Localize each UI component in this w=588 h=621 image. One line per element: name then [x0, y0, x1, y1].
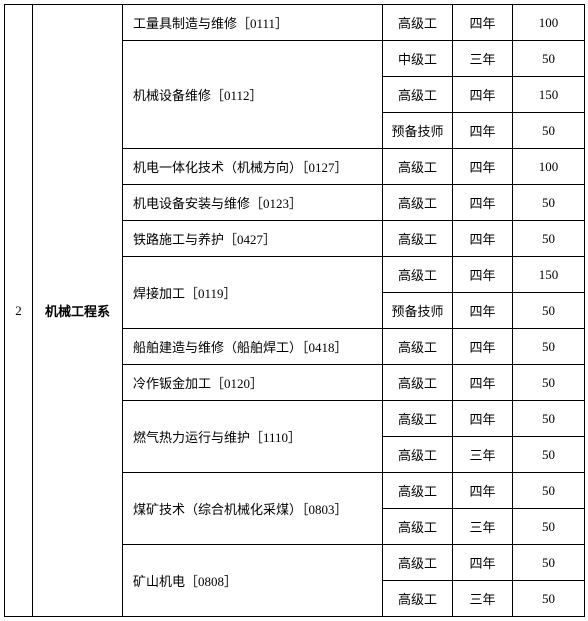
level-cell: 高级工: [383, 185, 453, 221]
duration-cell: 四年: [453, 293, 513, 329]
dept-index: 2: [5, 5, 33, 617]
major-name: 机械设备维修［0112］: [123, 41, 383, 149]
level-cell: 预备技师: [383, 113, 453, 149]
duration-cell: 四年: [453, 329, 513, 365]
table-row: 2机械工程系工量具制造与维修［0111］高级工四年100: [5, 5, 585, 41]
duration-cell: 四年: [453, 473, 513, 509]
level-cell: 高级工: [383, 77, 453, 113]
major-name: 煤矿技术（综合机械化采煤）［0803］: [123, 473, 383, 545]
level-cell: 高级工: [383, 365, 453, 401]
major-name: 机电一体化技术（机械方向）［0127］: [123, 149, 383, 185]
duration-cell: 四年: [453, 77, 513, 113]
count-cell: 50: [513, 365, 585, 401]
major-name: 工量具制造与维修［0111］: [123, 5, 383, 41]
level-cell: 高级工: [383, 437, 453, 473]
level-cell: 高级工: [383, 545, 453, 581]
count-cell: 50: [513, 509, 585, 545]
duration-cell: 四年: [453, 149, 513, 185]
level-cell: 高级工: [383, 509, 453, 545]
count-cell: 150: [513, 257, 585, 293]
duration-cell: 四年: [453, 401, 513, 437]
major-name: 燃气热力运行与维护［1110］: [123, 401, 383, 473]
duration-cell: 三年: [453, 581, 513, 617]
dept-name: 机械工程系: [33, 5, 123, 617]
duration-cell: 四年: [453, 113, 513, 149]
duration-cell: 四年: [453, 545, 513, 581]
count-cell: 50: [513, 221, 585, 257]
count-cell: 50: [513, 293, 585, 329]
count-cell: 100: [513, 149, 585, 185]
level-cell: 高级工: [383, 5, 453, 41]
major-name: 船舶建造与维修（船舶焊工）［0418］: [123, 329, 383, 365]
duration-cell: 三年: [453, 41, 513, 77]
level-cell: 高级工: [383, 581, 453, 617]
level-cell: 高级工: [383, 329, 453, 365]
duration-cell: 四年: [453, 5, 513, 41]
major-name: 冷作钣金加工［0120］: [123, 365, 383, 401]
major-name: 铁路施工与养护［0427］: [123, 221, 383, 257]
duration-cell: 四年: [453, 257, 513, 293]
count-cell: 100: [513, 5, 585, 41]
level-cell: 高级工: [383, 257, 453, 293]
count-cell: 50: [513, 329, 585, 365]
level-cell: 高级工: [383, 221, 453, 257]
major-name: 焊接加工［0119］: [123, 257, 383, 329]
count-cell: 50: [513, 581, 585, 617]
count-cell: 150: [513, 77, 585, 113]
count-cell: 50: [513, 113, 585, 149]
count-cell: 50: [513, 401, 585, 437]
level-cell: 预备技师: [383, 293, 453, 329]
duration-cell: 四年: [453, 365, 513, 401]
duration-cell: 三年: [453, 437, 513, 473]
count-cell: 50: [513, 185, 585, 221]
major-name: 机电设备安装与维修［0123］: [123, 185, 383, 221]
level-cell: 高级工: [383, 149, 453, 185]
level-cell: 中级工: [383, 41, 453, 77]
level-cell: 高级工: [383, 473, 453, 509]
duration-cell: 四年: [453, 185, 513, 221]
major-name: 矿山机电［0808］: [123, 545, 383, 617]
count-cell: 50: [513, 545, 585, 581]
count-cell: 50: [513, 473, 585, 509]
level-cell: 高级工: [383, 401, 453, 437]
duration-cell: 三年: [453, 509, 513, 545]
count-cell: 50: [513, 437, 585, 473]
program-table: 2机械工程系工量具制造与维修［0111］高级工四年100机械设备维修［0112］…: [4, 4, 585, 617]
count-cell: 50: [513, 41, 585, 77]
duration-cell: 四年: [453, 221, 513, 257]
